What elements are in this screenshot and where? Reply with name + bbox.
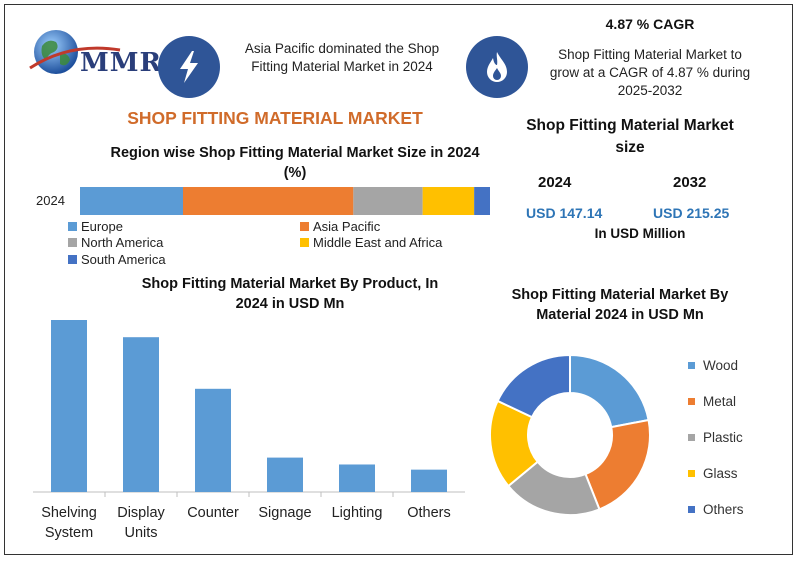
legend-swatch — [300, 238, 309, 247]
region-segment-europe — [80, 187, 183, 215]
size-unit: In USD Million — [594, 226, 686, 241]
size-panel-title: Shop Fitting Material Market size — [526, 117, 734, 156]
bar-shelving-system — [51, 320, 87, 492]
region-segment-asia-pacific — [182, 187, 354, 215]
x-tick-label-counter: Counter — [187, 505, 239, 521]
size-year-2032: 2032 — [673, 174, 707, 191]
flame-icon — [466, 36, 528, 98]
bar-counter — [195, 388, 231, 492]
x-tick-label-display-units: Display — [117, 505, 165, 521]
legend-label: Middle East and Africa — [313, 235, 443, 250]
legend-label: Others — [703, 502, 744, 517]
region-stacked-bar — [80, 187, 490, 215]
x-tick-label-shelving-system: System — [45, 525, 93, 541]
region-segment-north-america — [353, 187, 423, 215]
legend-swatch — [688, 470, 695, 477]
legend-label: Plastic — [703, 430, 743, 445]
region-segment-south-america — [474, 187, 490, 215]
size-year-2024: 2024 — [538, 174, 572, 191]
legend-item-europe: Europe — [68, 219, 123, 234]
legend-swatch — [688, 398, 695, 405]
x-tick-label-display-units: Units — [124, 525, 157, 541]
infographic-frame — [4, 4, 793, 555]
material-legend-item-wood: Wood — [688, 358, 738, 373]
material-legend-item-metal: Metal — [688, 394, 736, 409]
legend-swatch — [68, 255, 77, 264]
material-legend-item-plastic: Plastic — [688, 430, 743, 445]
legend-label: Metal — [703, 394, 737, 409]
donut-slice-wood — [569, 353, 650, 429]
material-legend-item-others: Others — [688, 502, 744, 517]
logo-text: MMR — [80, 48, 163, 78]
legend-label: South America — [81, 252, 166, 267]
size-value-2024: USD 147.14 — [526, 205, 603, 221]
legend-swatch — [688, 434, 695, 441]
legend-swatch — [68, 238, 77, 247]
x-tick-label-shelving-system: Shelving — [41, 505, 97, 521]
legend-swatch — [688, 362, 695, 369]
region-chart-title: Region wise Shop Fitting Material Market… — [110, 145, 480, 181]
bar-signage — [267, 457, 303, 492]
material-chart-title: Shop Fitting Material Market By Material… — [511, 287, 729, 323]
legend-label: Europe — [81, 219, 123, 234]
product-chart-title: Shop Fitting Material Market By Product,… — [141, 276, 439, 312]
headline-text: Asia Pacific dominated the Shop Fitting … — [244, 41, 440, 74]
legend-item-asia-pacific: Asia Pacific — [300, 219, 380, 234]
mmr-logo: MMR — [28, 24, 161, 84]
cagr-title: 4.87 % CAGR — [605, 16, 695, 32]
bar-display-units — [123, 337, 159, 492]
size-value-2032: USD 215.25 — [653, 205, 730, 221]
region-bar-year-label: 2024 — [36, 193, 65, 208]
legend-label: Asia Pacific — [313, 219, 381, 234]
legend-swatch — [300, 222, 309, 231]
legend-label: North America — [81, 235, 164, 250]
legend-label: Wood — [703, 358, 739, 373]
lightning-icon — [158, 36, 220, 98]
legend-item-middle-east-and-africa: Middle East and Africa — [300, 235, 442, 250]
bar-lighting — [339, 464, 375, 492]
x-tick-label-signage: Signage — [258, 505, 311, 521]
x-tick-label-others: Others — [407, 505, 451, 521]
region-segment-middle-east-and-africa — [422, 187, 475, 215]
material-legend-item-glass: Glass — [688, 466, 738, 481]
legend-item-north-america: North America — [68, 235, 163, 250]
cagr-text: Shop Fitting Material Market to grow at … — [549, 47, 751, 98]
legend-swatch — [68, 222, 77, 231]
bar-others — [411, 469, 447, 492]
product-bar-chart: Shelving System Display Units Counter Signage… — [33, 320, 465, 541]
x-tick-label-lighting: Lighting — [332, 505, 383, 521]
globe-icon — [29, 30, 121, 74]
legend-item-south-america: South America — [68, 252, 166, 267]
market-title: SHOP FITTING MATERIAL MARKET — [127, 108, 423, 128]
legend-swatch — [688, 506, 695, 513]
material-donut-chart — [489, 353, 651, 516]
legend-label: Glass — [703, 466, 738, 481]
donut-slice-others — [496, 353, 571, 419]
